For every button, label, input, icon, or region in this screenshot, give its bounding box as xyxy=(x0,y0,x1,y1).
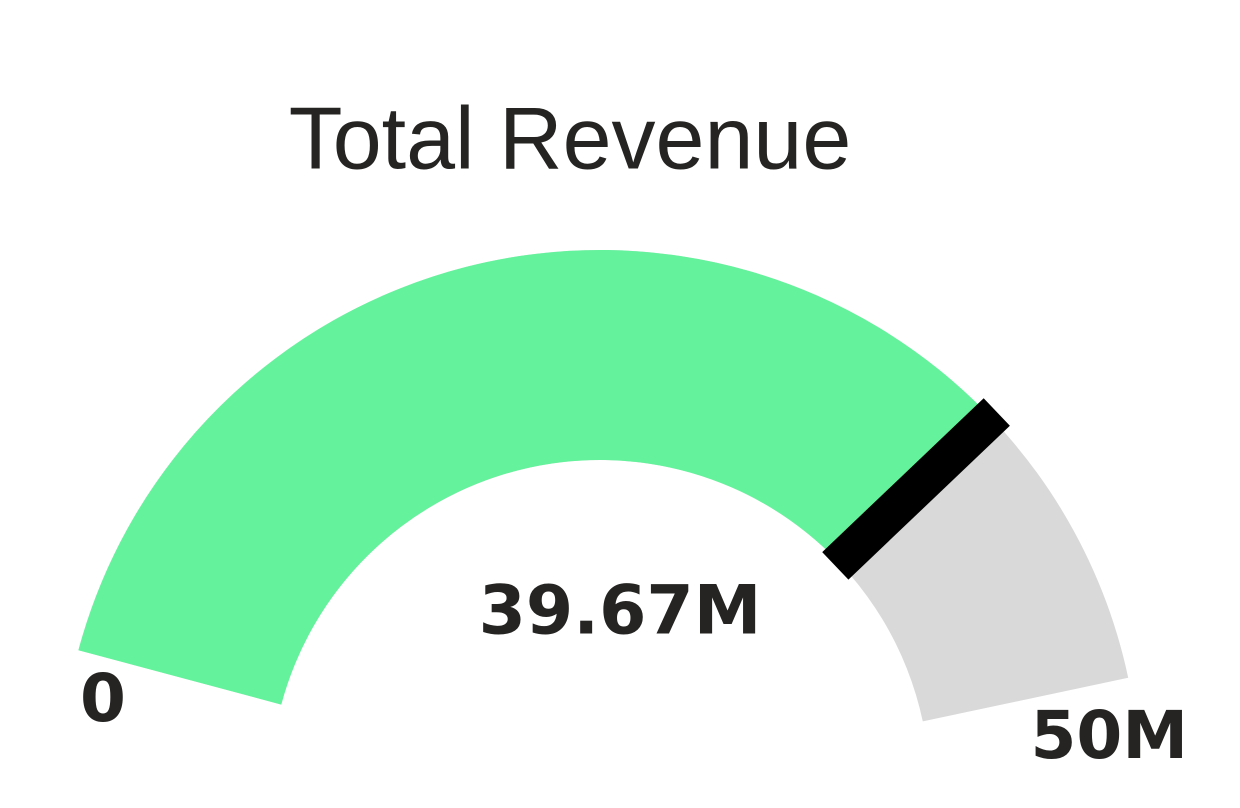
range-label: 0 xyxy=(80,660,126,737)
gauge-needle xyxy=(822,398,1010,580)
gauge-fill xyxy=(78,250,991,705)
range-label: 50M xyxy=(1030,697,1188,774)
chart-title: Total Revenue xyxy=(289,88,852,187)
value-label: 39.67M xyxy=(479,572,762,651)
